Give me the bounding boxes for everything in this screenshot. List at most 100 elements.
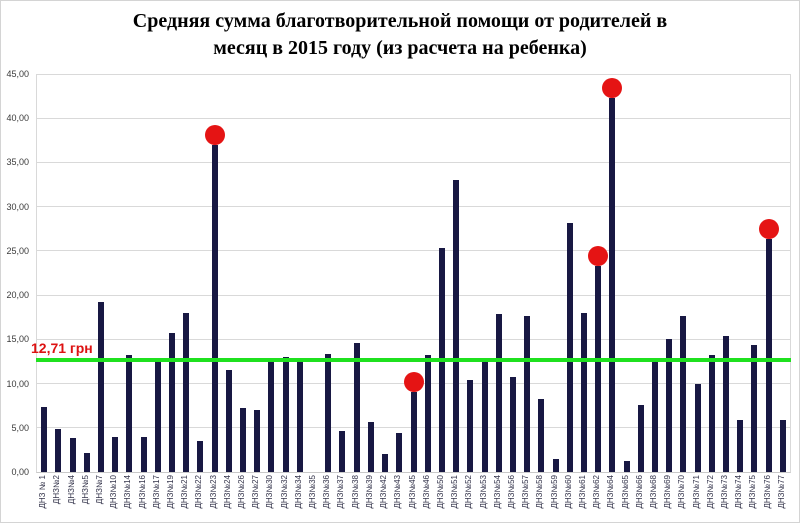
bar-ДНЗ№43 (396, 433, 403, 472)
bar-ДНЗ№59 (552, 458, 559, 472)
bar-ДНЗ№7 (97, 302, 104, 472)
x-tick-label: ДНЗ№38 (350, 475, 360, 509)
x-tick-label: ДНЗ№39 (364, 475, 374, 509)
gridline (37, 250, 790, 252)
x-tick-label: ДНЗ№35 (308, 475, 318, 509)
y-tick-label: 25,00 (6, 245, 29, 256)
bar-ДНЗ № 1 (41, 407, 48, 472)
x-tick-label: ДНЗ№58 (535, 475, 545, 509)
x-tick-label: ДНЗ№26 (237, 475, 246, 509)
x-tick-label: ДНЗ№52 (464, 475, 474, 509)
bar-ДНЗ№24 (225, 370, 232, 472)
red-circle-marker-ДНЗ№45 (403, 372, 424, 393)
y-tick-label: 45,00 (6, 69, 29, 79)
x-tick-label: ДНЗ№10 (109, 475, 119, 509)
x-tick-label: ДНЗ№22 (194, 475, 204, 509)
x-tick-label: ДНЗ№51 (450, 475, 460, 509)
bar-ДНЗ№38 (353, 342, 360, 472)
x-tick-label: ДНЗ№71 (691, 475, 701, 509)
x-tick-label: ДНЗ№69 (663, 475, 673, 509)
gridline (37, 73, 790, 75)
x-tick-label: ДНЗ№21 (180, 475, 190, 509)
bar-ДНЗ№77 (779, 419, 786, 472)
bar-ДНЗ№70 (680, 316, 687, 472)
x-tick-label: ДНЗ№68 (649, 475, 659, 509)
bar-ДНЗ№74 (737, 419, 744, 472)
x-tick-label: ДНЗ№50 (435, 475, 445, 509)
red-circle-marker-ДНЗ№64 (602, 77, 623, 98)
y-tick-label: 30,00 (6, 201, 29, 212)
bar-ДНЗ№54 (495, 313, 502, 472)
x-axis-labels: ДНЗ № 1 ДНЗ№2 ДНЗ№4 ДНЗ№5 ДНЗ№7 ДНЗ№10 ДНЗ№14 Д… (36, 474, 789, 522)
bar-ДНЗ№52 (467, 380, 474, 472)
x-tick-label: ДНЗ№30 (265, 475, 275, 509)
x-tick-label: ДНЗ№65 (620, 475, 630, 509)
bar-ДНЗ№36 (325, 353, 332, 472)
y-tick-label: 40,00 (6, 113, 29, 124)
gridline (37, 161, 790, 163)
x-tick-label: ДНЗ№76 (762, 475, 772, 509)
reference-line-label: 12,71 грн (31, 340, 93, 356)
bar-ДНЗ№46 (424, 355, 431, 472)
bar-ДНЗ№62 (595, 265, 602, 472)
y-tick-label: 0,00 (11, 467, 29, 477)
red-circle-marker-ДНЗ№76 (758, 218, 779, 239)
bar-ДНЗ№69 (666, 339, 673, 472)
red-circle-marker-ДНЗ№23 (204, 124, 225, 145)
x-tick-label: ДНЗ№59 (549, 475, 559, 509)
y-tick-label: 10,00 (6, 378, 29, 389)
x-tick-label: ДНЗ№60 (563, 475, 573, 509)
x-tick-label: ДНЗ№23 (208, 475, 218, 509)
y-tick-label: 35,00 (6, 157, 29, 168)
bar-ДНЗ№21 (183, 312, 190, 472)
bar-ДНЗ№2 (55, 428, 62, 472)
reference-line (36, 357, 791, 362)
bar-ДНЗ№76 (765, 238, 772, 472)
gridline (37, 294, 790, 296)
bar-ДНЗ№65 (623, 461, 630, 472)
bar-ДНЗ№17 (154, 362, 161, 472)
bar-ДНЗ№53 (481, 361, 488, 472)
x-tick-label: ДНЗ№57 (521, 475, 531, 509)
bar-ДНЗ№58 (538, 398, 545, 472)
bar-ДНЗ№45 (410, 392, 417, 472)
bar-ДНЗ№14 (126, 355, 133, 472)
x-tick-label: ДНЗ№56 (506, 475, 516, 509)
chart-title-line2: месяц в 2015 году (из расчета на ребенка… (213, 37, 587, 59)
x-tick-label: ДНЗ№16 (137, 475, 147, 509)
x-tick-label: ДНЗ№36 (322, 475, 332, 509)
bar-ДНЗ№23 (211, 144, 218, 472)
x-tick-label: ДНЗ№73 (720, 475, 730, 509)
bar-ДНЗ№16 (140, 436, 147, 472)
x-tick-label: ДНЗ№72 (705, 475, 715, 509)
bar-ДНЗ№37 (339, 431, 346, 472)
x-tick-label: ДНЗ№64 (606, 475, 616, 509)
x-tick-label: ДНЗ№4 (66, 475, 76, 505)
x-tick-label: ДНЗ№37 (336, 475, 346, 509)
plot-area (36, 73, 791, 473)
bar-ДНЗ№22 (197, 441, 204, 472)
bar-ДНЗ№19 (168, 333, 175, 472)
bar-ДНЗ№30 (268, 361, 275, 472)
bar-ДНЗ№72 (708, 355, 715, 472)
bar-ДНЗ№51 (453, 180, 460, 472)
bar-ДНЗ№68 (652, 362, 659, 472)
bar-ДНЗ№64 (609, 97, 616, 472)
x-tick-label: ДНЗ№61 (577, 475, 587, 509)
x-tick-label: ДНЗ№34 (293, 475, 303, 509)
x-tick-label: ДНЗ№74 (734, 475, 744, 509)
bar-ДНЗ№5 (83, 453, 90, 472)
chart-title-line1: Средняя сумма благотворительной помощи о… (132, 10, 668, 32)
y-tick-label: 20,00 (6, 290, 29, 301)
x-tick-label: ДНЗ№7 (94, 475, 104, 505)
gridline (37, 206, 790, 208)
x-tick-label: ДНЗ№66 (634, 475, 644, 509)
x-tick-label: ДНЗ№14 (123, 475, 133, 509)
bar-ДНЗ№57 (524, 316, 531, 472)
bar-ДНЗ№42 (382, 454, 389, 472)
bar-ДНЗ№26 (240, 408, 246, 472)
x-tick-label: ДНЗ№70 (677, 475, 687, 509)
x-tick-label: ДНЗ№54 (492, 475, 502, 509)
x-tick-label: ДНЗ№77 (776, 475, 786, 509)
